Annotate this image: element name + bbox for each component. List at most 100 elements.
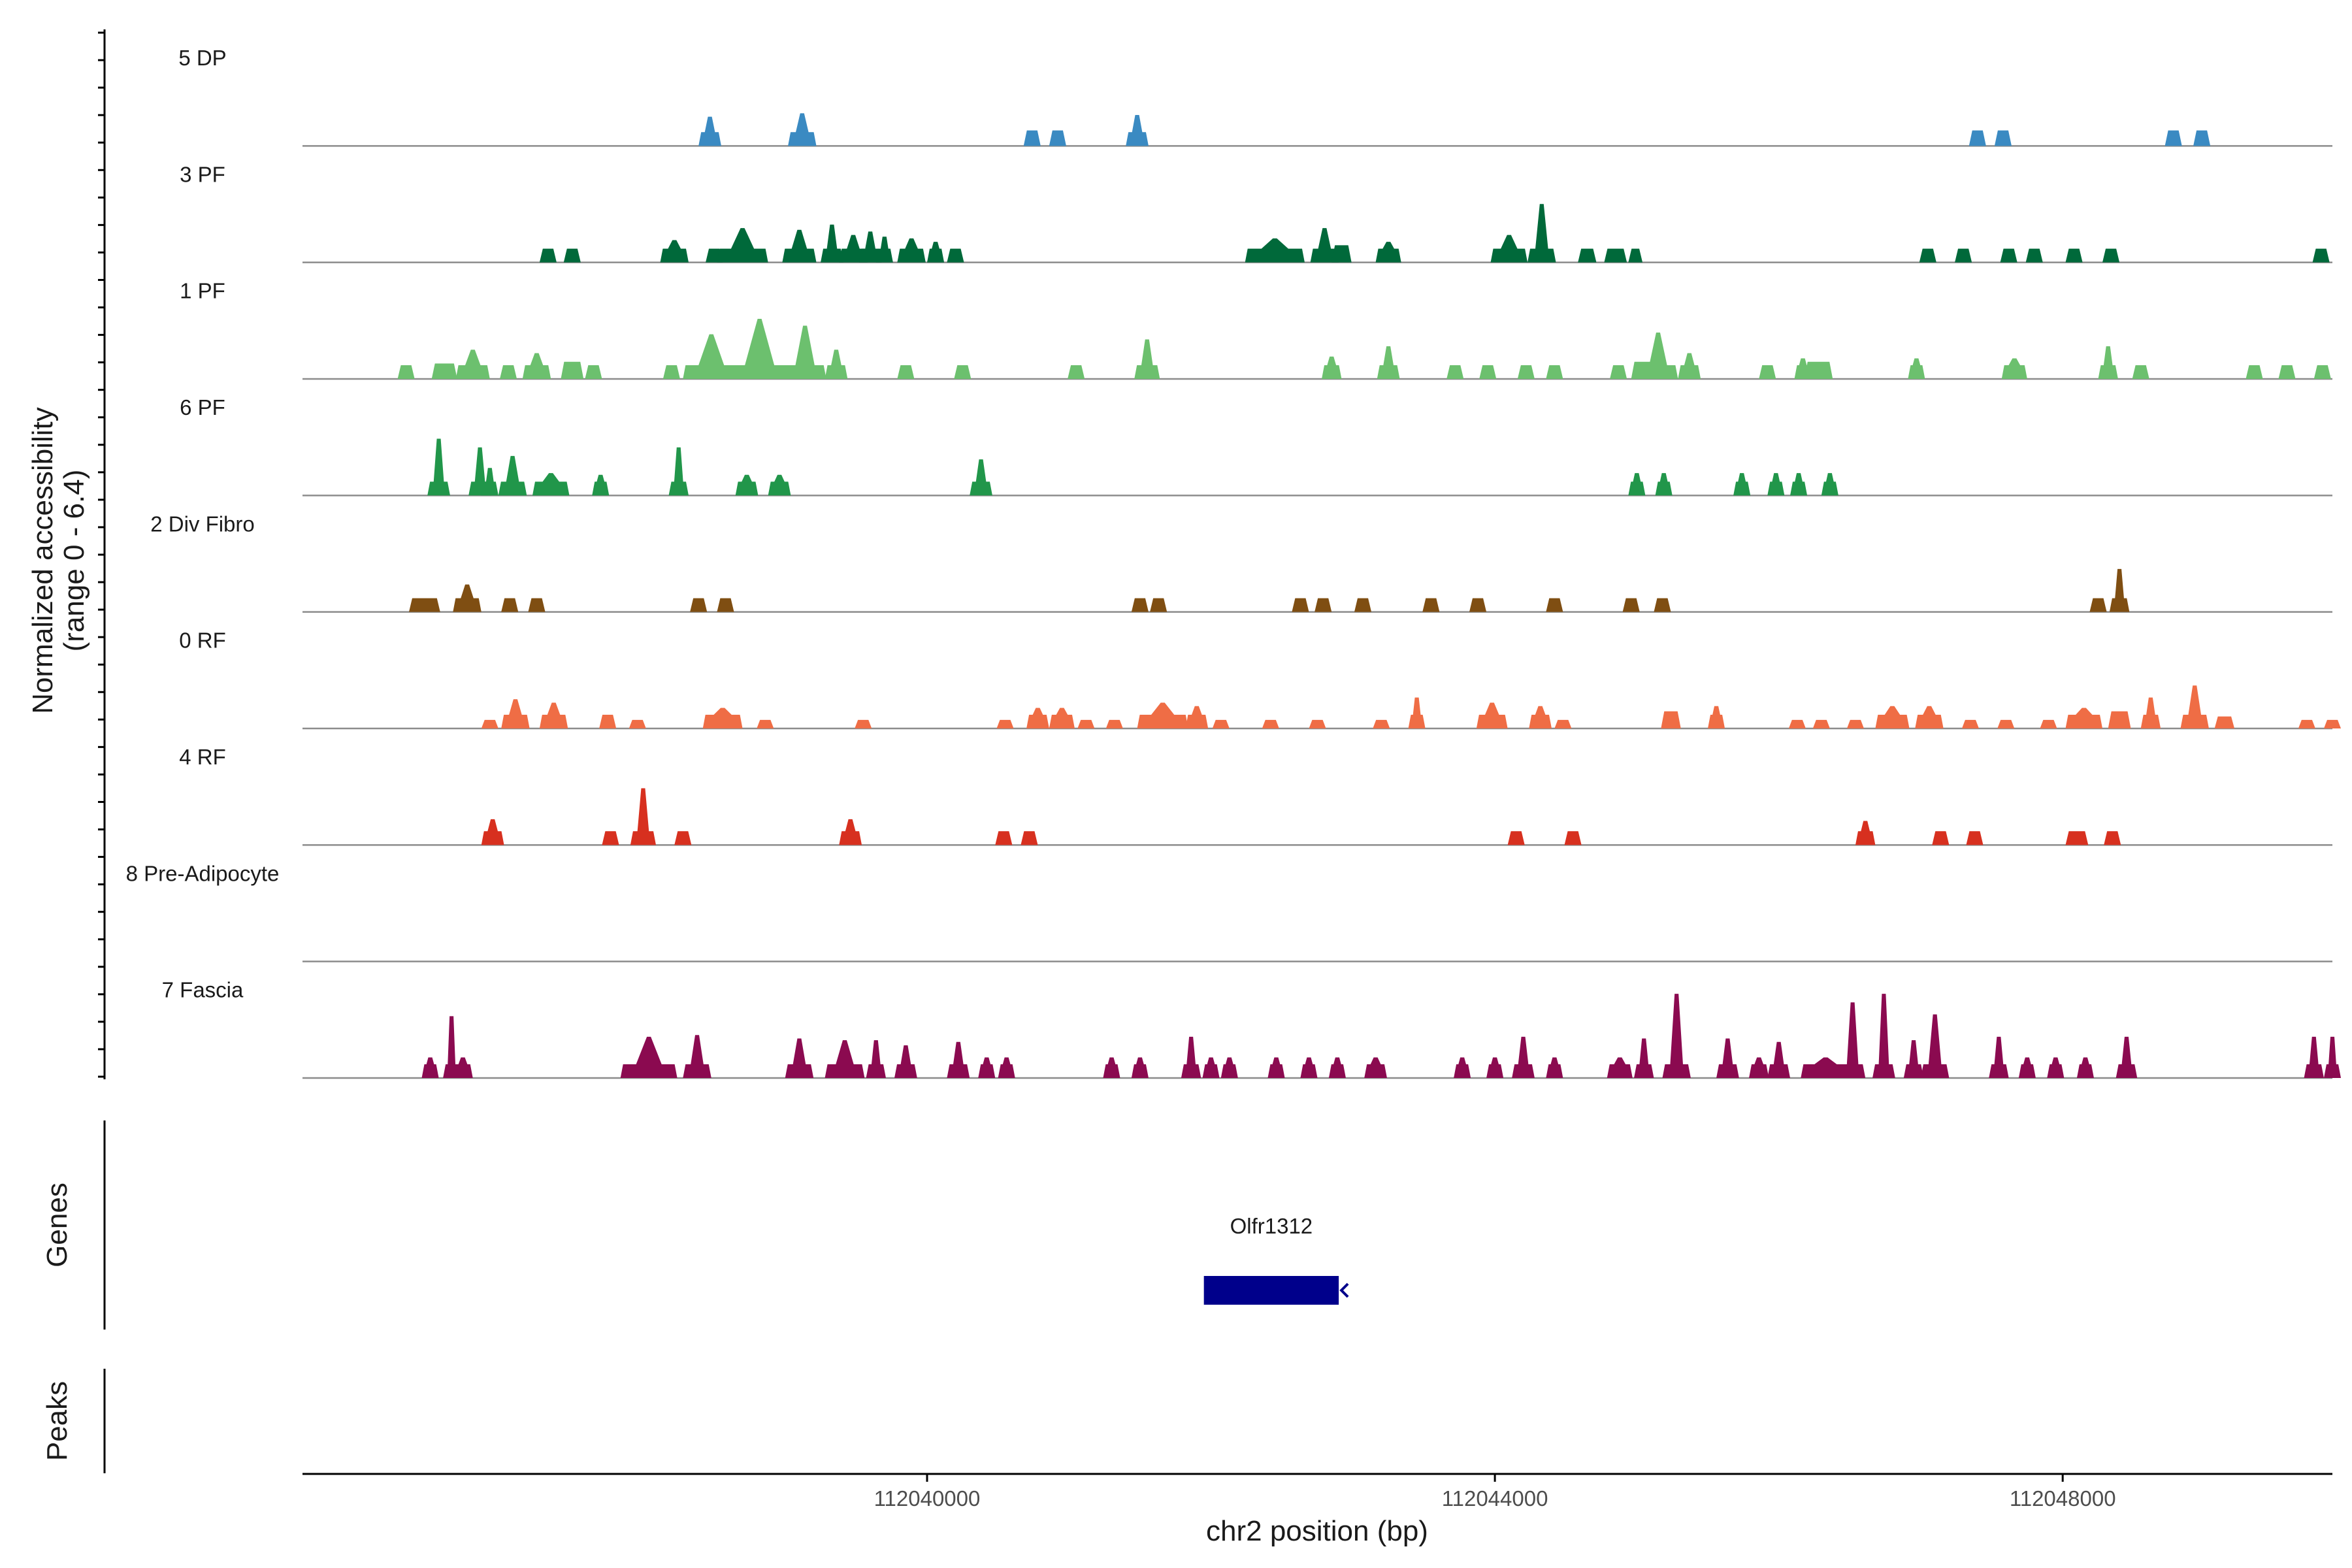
peak-0-rf-22 <box>1554 719 1572 728</box>
peak-6-pf-8 <box>768 474 791 496</box>
peak-1-pf-12 <box>897 365 915 379</box>
peak-7-fascia-34 <box>1903 1040 1924 1078</box>
peak-1-pf-34 <box>2278 365 2296 379</box>
peak-7-fascia-26 <box>1634 1038 1654 1078</box>
peak-7-fascia-15 <box>1202 1057 1220 1078</box>
track-5-dp: 5 DP <box>178 46 2332 147</box>
peak-5-dp-1 <box>788 113 817 146</box>
peak-4-rf-4 <box>839 819 862 845</box>
peak-7-fascia-29 <box>1749 1057 1769 1078</box>
peak-5-dp-8 <box>2193 130 2211 146</box>
peak-6-pf-4 <box>532 473 570 496</box>
peak-2-div-fibro-16 <box>2089 598 2107 612</box>
peak-4-rf-6 <box>1021 831 1038 845</box>
peak-7-fascia-1 <box>443 1016 461 1078</box>
peak-1-pf-14 <box>1068 365 1085 379</box>
peak-0-rf-33 <box>2065 708 2103 728</box>
peak-5-dp-0 <box>698 116 721 146</box>
peak-5-dp-6 <box>1994 130 2012 146</box>
peak-3-pf-20 <box>1604 248 1627 263</box>
peak-4-rf-13 <box>2104 831 2121 845</box>
peak-6-pf-15 <box>1821 473 1838 496</box>
track-label: 5 DP <box>178 46 226 70</box>
peak-6-pf-14 <box>1790 473 1808 496</box>
peak-1-pf-6 <box>585 365 602 379</box>
peak-1-pf-2 <box>455 350 490 379</box>
peak-1-pf-1 <box>431 363 457 379</box>
peak-0-rf-5 <box>702 708 743 728</box>
peak-7-fascia-7 <box>866 1040 886 1078</box>
peak-1-pf-3 <box>500 365 517 379</box>
track-2-div-fibro: 2 Div Fibro <box>150 512 2332 613</box>
peak-0-rf-20 <box>1476 702 1508 728</box>
peak-0-rf-18 <box>1373 719 1390 728</box>
track-1-pf: 1 PF <box>180 279 2332 380</box>
peak-1-pf-5 <box>561 361 584 379</box>
peak-7-fascia-25 <box>1607 1057 1633 1078</box>
peak-0-rf-14 <box>1185 706 1209 728</box>
peak-1-pf-7 <box>662 365 680 379</box>
peak-6-pf-7 <box>735 474 759 496</box>
peak-7-fascia-9 <box>947 1041 970 1078</box>
peak-4-rf-10 <box>1932 831 1950 845</box>
track-label: 1 PF <box>180 279 225 303</box>
track-label: 7 Fascia <box>162 978 244 1002</box>
x-axis-title: chr2 position (bp) <box>1206 1515 1428 1547</box>
peak-0-rf-11 <box>1077 719 1095 728</box>
genes-track-title: Genes <box>41 1183 73 1267</box>
peak-7-fascia-32 <box>1840 1002 1866 1078</box>
peak-5-dp-2 <box>1023 130 1041 146</box>
peak-3-pf-26 <box>2065 248 2083 263</box>
peak-3-pf-14 <box>1310 228 1339 263</box>
peak-7-fascia-3 <box>620 1036 678 1078</box>
track-label: 4 RF <box>179 745 226 769</box>
peak-7-fascia-11 <box>998 1057 1015 1078</box>
peak-0-rf-37 <box>2214 716 2235 728</box>
peak-4-rf-5 <box>995 831 1013 845</box>
coverage-tracks: 5 DP 3 PF 1 PF 6 PF 2 Div Fibro 0 RF 4 RF 8 Pre… <box>126 46 2342 1079</box>
peak-2-div-fibro-10 <box>1354 598 1372 612</box>
peak-0-rf-38 <box>2298 719 2315 728</box>
peak-7-fascia-24 <box>1546 1057 1563 1078</box>
gene-body <box>1203 1276 1339 1305</box>
peak-7-fascia-38 <box>2047 1057 2065 1078</box>
peak-0-rf-16 <box>1262 719 1279 728</box>
peak-6-pf-5 <box>592 474 610 496</box>
peak-1-pf-13 <box>954 365 972 379</box>
track-label: 3 PF <box>180 162 225 186</box>
peak-3-pf-19 <box>1578 248 1597 263</box>
peak-6-pf-6 <box>668 447 689 496</box>
peak-7-fascia-33 <box>1872 994 1895 1078</box>
peak-1-pf-9 <box>727 318 792 379</box>
peak-3-pf-15 <box>1331 245 1352 263</box>
peak-1-pf-4 <box>522 353 551 379</box>
peak-2-div-fibro-7 <box>1150 598 1168 612</box>
peak-0-rf-34 <box>2108 711 2131 728</box>
peak-4-rf-3 <box>674 831 692 845</box>
peak-0-rf-6 <box>757 719 774 728</box>
peak-2-div-fibro-4 <box>690 598 708 612</box>
peak-0-rf-36 <box>2180 685 2209 728</box>
peak-3-pf-23 <box>1955 248 1972 263</box>
peak-7-fascia-42 <box>2323 1036 2342 1078</box>
peak-6-pf-0 <box>427 438 450 496</box>
track-4-rf: 4 RF <box>179 745 2332 846</box>
peak-5-dp-5 <box>1968 130 1986 146</box>
peak-0-rf-15 <box>1212 719 1230 728</box>
peak-3-pf-9 <box>875 237 893 263</box>
peak-1-pf-29 <box>1908 358 1925 379</box>
peak-1-pf-21 <box>1546 365 1563 379</box>
peak-1-pf-26 <box>1759 365 1776 379</box>
peak-1-pf-10 <box>783 325 826 379</box>
peak-0-rf-1 <box>501 699 530 728</box>
peak-2-div-fibro-2 <box>501 598 519 612</box>
peak-4-rf-7 <box>1507 831 1525 845</box>
peak-4-rf-2 <box>630 788 657 845</box>
peak-3-pf-13 <box>1245 238 1305 263</box>
x-axis-ticks: 112040000 112044000 112048000 <box>874 1474 2116 1511</box>
peak-7-fascia-28 <box>1716 1038 1739 1078</box>
peak-5-dp-3 <box>1049 130 1066 146</box>
peak-0-rf-35 <box>2140 697 2161 728</box>
peak-4-rf-11 <box>1966 831 1984 845</box>
peak-3-pf-27 <box>2102 248 2120 263</box>
